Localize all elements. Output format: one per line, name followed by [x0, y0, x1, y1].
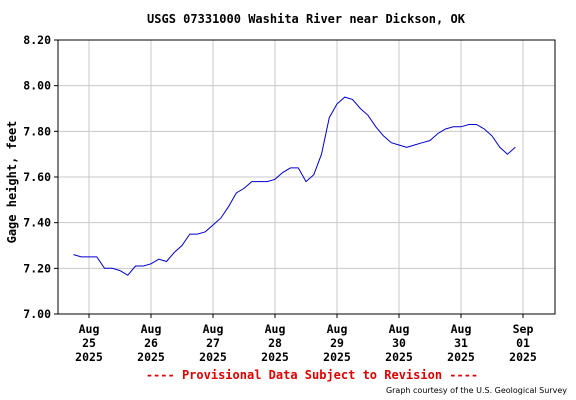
x-tick-label-month: Aug [141, 322, 162, 336]
x-tick-label-month: Aug [265, 322, 286, 336]
x-tick-label-year: 2025 [385, 350, 413, 364]
x-tick-label-year: 2025 [447, 350, 475, 364]
y-tick-label: 7.80 [23, 124, 51, 138]
y-axis-label: Gage height, feet [5, 121, 19, 244]
gage-height-series-line [73, 96, 516, 276]
x-tick-label-month: Aug [327, 322, 348, 336]
y-tick-label: 8.20 [23, 33, 51, 47]
x-tick-label-day: 01 [516, 336, 530, 350]
x-tick-label-year: 2025 [75, 350, 103, 364]
x-tick-label-month: Sep [513, 322, 534, 336]
y-tick-label: 7.40 [23, 216, 51, 230]
x-tick-label-year: 2025 [323, 350, 351, 364]
x-tick-label-day: 30 [392, 336, 406, 350]
x-tick-label-year: 2025 [261, 350, 289, 364]
x-tick-label-month: Aug [389, 322, 410, 336]
x-tick-label-day: 31 [454, 336, 468, 350]
x-tick-label-year: 2025 [199, 350, 227, 364]
chart-title: USGS 07331000 Washita River near Dickson… [147, 12, 466, 26]
y-tick-label: 7.00 [23, 307, 51, 321]
grid [58, 39, 555, 315]
x-tick-label-day: 28 [268, 336, 282, 350]
y-axis-ticks: 7.00 7.20 7.40 7.60 7.80 8.00 8.20 [23, 33, 58, 321]
x-axis-ticks: Aug252025Aug262025Aug272025Aug282025Aug2… [75, 314, 537, 364]
x-tick-label-month: Aug [79, 322, 100, 336]
y-tick-label: 7.20 [23, 261, 51, 275]
x-tick-label-month: Aug [451, 322, 472, 336]
y-tick-label: 7.60 [23, 170, 51, 184]
y-tick-label: 8.00 [23, 79, 51, 93]
usgs-credit: Graph courtesy of the U.S. Geological Su… [386, 386, 567, 395]
x-tick-label-year: 2025 [137, 350, 165, 364]
x-tick-label-day: 29 [330, 336, 344, 350]
x-tick-label-day: 26 [144, 336, 158, 350]
x-tick-label-year: 2025 [509, 350, 537, 364]
x-tick-label-day: 27 [206, 336, 220, 350]
x-tick-label-day: 25 [82, 336, 96, 350]
provisional-notice: ---- Provisional Data Subject to Revisio… [146, 368, 478, 382]
x-tick-label-month: Aug [203, 322, 224, 336]
